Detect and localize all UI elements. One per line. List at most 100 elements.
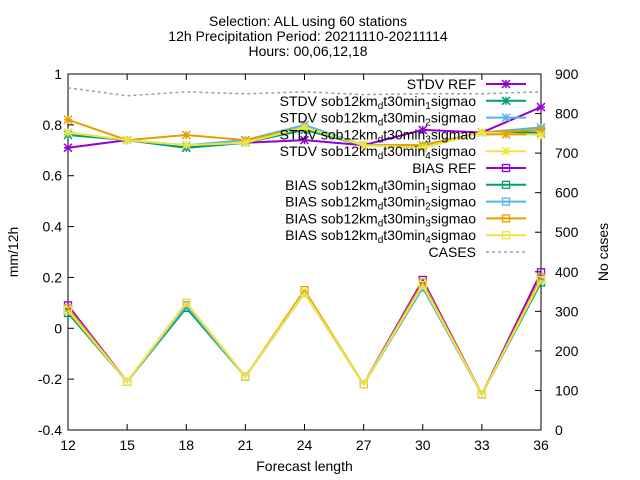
series-line bbox=[67, 279, 542, 397]
legend-label-part: STDV sob12km bbox=[280, 126, 378, 142]
legend-label-part: d bbox=[378, 218, 384, 229]
legend-label-part: STDV sob12km bbox=[280, 143, 378, 159]
star-stroke bbox=[501, 96, 511, 106]
legend-label-part: d bbox=[378, 134, 384, 145]
legend-marker bbox=[501, 163, 511, 173]
y-tick-label: 0 bbox=[54, 320, 62, 336]
legend-label-part: sigmao bbox=[431, 194, 476, 210]
legend-marker bbox=[501, 146, 511, 156]
series-9 bbox=[63, 275, 546, 399]
y2-tick-label: 600 bbox=[555, 185, 579, 201]
legend-label-part: sigmao bbox=[431, 210, 476, 226]
star-stroke bbox=[501, 146, 511, 156]
y2-tick-label: 400 bbox=[555, 264, 579, 280]
chart-axes: -0.4 -0.2 0 0.2 0.4 0.6 0.8 1 0 100 200 300 400 500 60… bbox=[5, 66, 611, 474]
data-point bbox=[359, 140, 369, 150]
legend-label-part: 1 bbox=[425, 185, 431, 196]
data-point bbox=[536, 275, 546, 285]
legend-label-part: 1 bbox=[425, 101, 431, 112]
data-point bbox=[63, 143, 73, 153]
star-stroke bbox=[359, 140, 369, 150]
series-line bbox=[67, 279, 542, 397]
y-tick-label: 0.2 bbox=[43, 269, 63, 285]
data-point bbox=[300, 288, 309, 297]
legend-label-part: sigmao bbox=[431, 143, 476, 159]
star-stroke bbox=[63, 127, 73, 138]
data-point bbox=[122, 377, 132, 386]
data-point bbox=[359, 380, 368, 389]
data-point bbox=[122, 135, 132, 145]
legend-label-part: t30min bbox=[383, 110, 425, 126]
legend-label-part: 4 bbox=[425, 151, 431, 162]
x-tick-label: 21 bbox=[238, 437, 254, 453]
star-stroke bbox=[63, 143, 73, 153]
star-stroke bbox=[418, 143, 428, 153]
x-axis-label: Forecast length bbox=[256, 458, 353, 474]
legend-label-part: t30min bbox=[383, 194, 425, 210]
legend-label-part: t30min bbox=[383, 126, 425, 142]
legend-label-part: BIAS sob12km bbox=[285, 227, 378, 243]
legend-label-part: d bbox=[378, 101, 384, 112]
chart-plot-area bbox=[63, 87, 546, 399]
legend-label: BIAS REF bbox=[412, 160, 476, 176]
legend-label: BIAS sob12kmdt30min2sigmao bbox=[285, 194, 476, 213]
data-point bbox=[536, 130, 546, 140]
legend-label: STDV sob12kmdt30min4sigmao bbox=[280, 143, 477, 162]
data-point bbox=[181, 140, 191, 150]
data-point bbox=[299, 122, 310, 132]
legend-marker bbox=[501, 197, 511, 206]
x-tick-label: 12 bbox=[60, 437, 76, 453]
legend-label: STDV REF bbox=[407, 76, 476, 92]
star-stroke bbox=[63, 115, 73, 125]
legend-label-part: sigmao bbox=[431, 93, 476, 109]
legend-label-part: t30min bbox=[383, 177, 425, 193]
series-line bbox=[67, 276, 542, 397]
legend-label: STDV sob12kmdt30min1sigmao bbox=[280, 93, 477, 112]
legend-label-part: d bbox=[378, 185, 384, 196]
star-stroke bbox=[536, 130, 546, 140]
y-tick-label: 0.6 bbox=[43, 168, 63, 184]
data-point bbox=[418, 280, 427, 290]
legend-label: BIAS sob12kmdt30min1sigmao bbox=[285, 177, 476, 196]
legend-label-part: 3 bbox=[425, 218, 431, 229]
legend-label-part: sigmao bbox=[431, 227, 476, 243]
legend-label-part: sigmao bbox=[431, 177, 476, 193]
x-tick-label: 15 bbox=[119, 437, 135, 453]
chart-title-line: Hours: 00,06,12,18 bbox=[248, 43, 367, 59]
legend-label-part: STDV REF bbox=[407, 76, 476, 92]
legend-label-part: sigmao bbox=[431, 126, 476, 142]
series-line bbox=[67, 87, 542, 97]
legend-label: BIAS sob12kmdt30min3sigmao bbox=[285, 210, 476, 229]
y2-tick-label: 0 bbox=[555, 422, 563, 438]
data-point bbox=[63, 127, 73, 138]
data-point bbox=[182, 298, 191, 308]
data-point bbox=[477, 127, 487, 138]
legend-marker bbox=[501, 113, 511, 123]
y-tick-label: -0.4 bbox=[38, 422, 62, 438]
y2-axis-label: No cases bbox=[595, 223, 611, 281]
y2-tick-label: 200 bbox=[555, 343, 579, 359]
legend-marker bbox=[501, 214, 511, 223]
legend-label-part: STDV sob12km bbox=[280, 110, 378, 126]
series-6 bbox=[63, 278, 546, 399]
legend-marker bbox=[501, 129, 511, 139]
legend-label-part: d bbox=[378, 118, 384, 129]
legend-marker bbox=[501, 79, 511, 89]
legend-label-part: 4 bbox=[425, 235, 431, 246]
legend-label-part: CASES bbox=[429, 244, 476, 260]
legend-label: STDV sob12kmdt30min2sigmao bbox=[280, 110, 477, 129]
legend-marker bbox=[501, 231, 511, 240]
star-stroke bbox=[240, 138, 250, 148]
legend-label-part: 2 bbox=[425, 202, 431, 213]
legend-label-part: t30min bbox=[383, 143, 425, 159]
series-4 bbox=[63, 122, 546, 153]
legend-label-part: t30min bbox=[383, 93, 425, 109]
legend-label-part: 2 bbox=[425, 118, 431, 129]
y2-tick-label: 300 bbox=[555, 303, 579, 319]
data-point bbox=[241, 372, 250, 381]
series-line bbox=[67, 282, 542, 397]
star-stroke bbox=[181, 140, 191, 150]
series-10 bbox=[67, 87, 542, 97]
